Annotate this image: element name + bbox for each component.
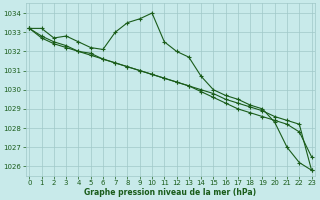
X-axis label: Graphe pression niveau de la mer (hPa): Graphe pression niveau de la mer (hPa) <box>84 188 257 197</box>
